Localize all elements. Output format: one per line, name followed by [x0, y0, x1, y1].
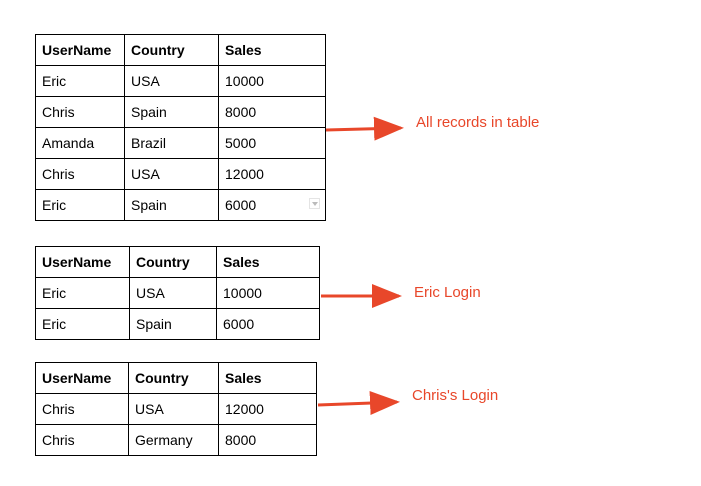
- table-cell: Spain: [129, 308, 217, 340]
- table-cell: Chris: [35, 424, 129, 456]
- column-header: Country: [129, 246, 217, 278]
- table-cell: 12000: [218, 158, 326, 190]
- table-eric-login: UserName Country Sales Eric USA 10000 Eric Spai…: [35, 246, 320, 340]
- table-cell: 8000: [218, 96, 326, 128]
- table-cell: Chris: [35, 96, 125, 128]
- table-chris-login: UserName Country Sales Chris USA 12000 Chris Ge…: [35, 362, 317, 456]
- table-all-records: UserName Country Sales Eric USA 10000 Chris Spa…: [35, 34, 326, 221]
- table-cell: Brazil: [124, 127, 219, 159]
- table-row: Chris Germany 8000: [35, 424, 317, 456]
- table-cell: USA: [124, 158, 219, 190]
- table-row: Chris USA 12000: [35, 158, 326, 190]
- table-row: Eric Spain 6000: [35, 189, 326, 221]
- table-cell: Eric: [35, 277, 130, 309]
- column-header: UserName: [35, 34, 125, 66]
- arrow-chris-login: [317, 391, 400, 416]
- header-row: UserName Country Sales: [35, 246, 320, 278]
- table-cell: 12000: [218, 393, 317, 425]
- table-cell: 8000: [218, 424, 317, 456]
- column-header: UserName: [35, 362, 129, 394]
- table-cell: Spain: [124, 96, 219, 128]
- table-cell: Eric: [35, 308, 130, 340]
- table-cell: 6000: [216, 308, 320, 340]
- column-header: UserName: [35, 246, 130, 278]
- dropdown-marker-icon[interactable]: [309, 198, 320, 209]
- header-row: UserName Country Sales: [35, 362, 317, 394]
- table-cell: Eric: [35, 65, 125, 97]
- table-row: Chris Spain 8000: [35, 96, 326, 128]
- label-eric-login: Eric Login: [414, 284, 481, 301]
- table-row: Eric USA 10000: [35, 65, 326, 97]
- column-header: Country: [128, 362, 219, 394]
- table-cell: Germany: [128, 424, 219, 456]
- arrow-all-records: [325, 116, 404, 141]
- label-chris-login: Chris's Login: [412, 387, 499, 404]
- table-row: Eric USA 10000: [35, 277, 320, 309]
- header-row: UserName Country Sales: [35, 34, 326, 66]
- table-row: Eric Spain 6000: [35, 308, 320, 340]
- table-row: Amanda Brazil 5000: [35, 127, 326, 159]
- column-header: Sales: [218, 362, 317, 394]
- table-row: Chris USA 12000: [35, 393, 317, 425]
- table-cell: Chris: [35, 158, 125, 190]
- table-cell: Eric: [35, 189, 125, 221]
- label-all-records: All records in table: [416, 114, 540, 131]
- table-cell: Spain: [124, 189, 219, 221]
- column-header: Country: [124, 34, 219, 66]
- table-cell: 6000: [218, 189, 326, 221]
- table-cell: 5000: [218, 127, 326, 159]
- table-cell: Amanda: [35, 127, 125, 159]
- table-cell: 10000: [218, 65, 326, 97]
